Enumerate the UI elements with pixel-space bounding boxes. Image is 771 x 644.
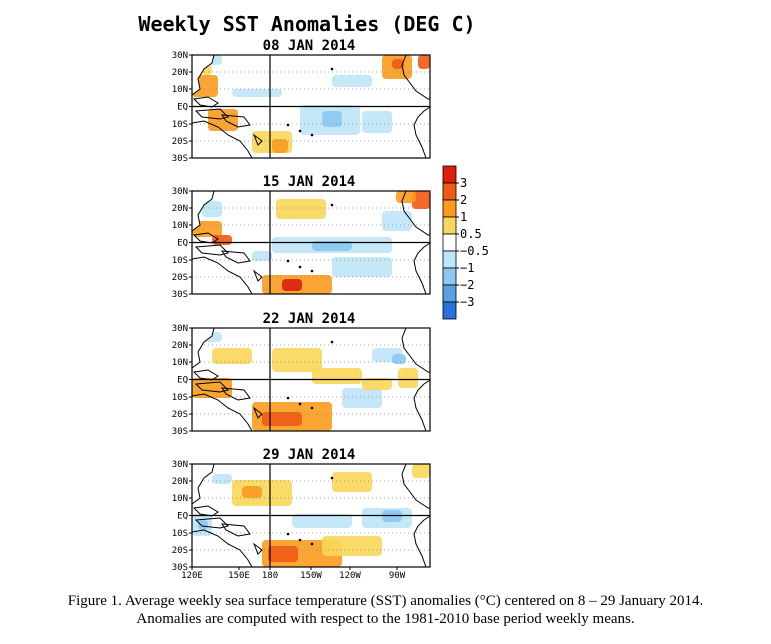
anomaly-patch xyxy=(282,279,302,291)
anomaly-patch xyxy=(322,111,342,127)
colorbar-bin xyxy=(442,233,457,252)
colorbar-bin xyxy=(442,284,457,303)
colorbar-legend: 3 2 1 0.5 −0.5 −1 −2 −3 xyxy=(442,165,489,320)
anomaly-patch xyxy=(292,514,352,528)
lat-label: 10N xyxy=(172,85,188,95)
anomaly-patch xyxy=(332,257,392,277)
lat-label: 10S xyxy=(172,120,188,130)
anomaly-patch xyxy=(252,251,272,261)
lat-label: EQ xyxy=(177,239,188,249)
lat-label: EQ xyxy=(177,103,188,113)
lat-label: 10N xyxy=(172,221,188,231)
lon-label: 180 xyxy=(262,571,278,581)
panel-date-title: 29 JAN 2014 xyxy=(263,447,356,463)
anomaly-patch xyxy=(212,348,252,364)
colorbar-bin xyxy=(442,199,457,218)
colorbar-label: −1 xyxy=(460,261,474,275)
lat-label: EQ xyxy=(177,376,188,386)
colorbar-bin xyxy=(442,165,457,184)
anomaly-patch xyxy=(232,89,282,97)
lat-label: 30S xyxy=(172,427,188,437)
lat-label: 10N xyxy=(172,494,188,504)
panel-date-title: 15 JAN 2014 xyxy=(263,174,356,190)
anomaly-patch xyxy=(272,348,322,372)
anomaly-field xyxy=(192,191,430,294)
lat-label: 20N xyxy=(172,341,188,351)
colorbar-bin xyxy=(442,182,457,201)
figure-caption-line2: Anomalies are computed with respect to t… xyxy=(136,611,635,627)
colorbar-label: 2 xyxy=(460,193,467,207)
lat-label: 30N xyxy=(172,460,188,470)
figure-caption-line1: Figure 1. Average weekly sea surface tem… xyxy=(67,593,704,609)
lat-label: 30N xyxy=(172,187,188,197)
anomaly-patch xyxy=(202,201,222,217)
anomaly-patch xyxy=(398,368,418,388)
lat-label: 20N xyxy=(172,477,188,487)
colorbar-label: −3 xyxy=(460,295,474,309)
colorbar-bin xyxy=(442,301,457,320)
lon-label: 120W xyxy=(339,571,361,581)
lat-label: 30S xyxy=(172,154,188,164)
anomaly-patch xyxy=(412,464,430,478)
lat-label: 10S xyxy=(172,256,188,266)
lat-label: 30N xyxy=(172,51,188,61)
anomaly-patch xyxy=(362,378,392,390)
colorbar-label: 3 xyxy=(460,176,467,190)
anomaly-patch xyxy=(362,111,392,133)
anomaly-patch xyxy=(212,474,232,484)
anomaly-patch xyxy=(212,235,232,245)
anomaly-patch xyxy=(242,486,262,498)
colorbar-label: −2 xyxy=(460,278,474,292)
anomaly-patch xyxy=(272,139,288,153)
anomaly-patch xyxy=(262,412,302,426)
lat-label: 10S xyxy=(172,393,188,403)
anomaly-patch xyxy=(332,75,372,87)
colorbar-label: 0.5 xyxy=(460,227,482,241)
anomaly-patch xyxy=(392,354,406,364)
lat-label: 30S xyxy=(172,290,188,300)
anomaly-patch xyxy=(322,536,382,556)
lat-label: 10S xyxy=(172,529,188,539)
anomaly-patch xyxy=(312,368,362,384)
lat-label: 20S xyxy=(172,546,188,556)
lat-label: 20N xyxy=(172,204,188,214)
anomaly-patch xyxy=(412,191,430,209)
lon-label: 120E xyxy=(181,571,203,581)
anomaly-patch xyxy=(268,546,298,562)
map-panel-1: 08 JAN 2014 30N 20N 10N EQ 10S 20S 30S xyxy=(172,38,431,164)
lat-label: 30S xyxy=(172,563,188,573)
anomaly-patch xyxy=(332,472,372,492)
anomaly-patch xyxy=(418,55,430,69)
anomaly-patch xyxy=(382,211,412,231)
anomaly-patch xyxy=(198,520,208,530)
anomaly-patch xyxy=(276,199,326,219)
map-panel-2: 15 JAN 2014 30N 20N 10N EQ 10S 20S 30S xyxy=(172,174,431,300)
lon-label: 150W xyxy=(300,571,322,581)
lat-label: 20S xyxy=(172,137,188,147)
anomaly-patch xyxy=(342,388,382,408)
panel-date-title: 08 JAN 2014 xyxy=(263,38,356,54)
lat-label: 30N xyxy=(172,324,188,334)
lon-label: 90W xyxy=(389,571,406,581)
panel-date-title: 22 JAN 2014 xyxy=(263,311,356,327)
lat-label: 20S xyxy=(172,273,188,283)
colorbar-label: −0.5 xyxy=(460,244,489,258)
anomaly-patch xyxy=(392,59,404,69)
colorbar-bin xyxy=(442,216,457,235)
colorbar-bin xyxy=(442,267,457,286)
lon-label: 150E xyxy=(228,571,250,581)
map-panel-3: 22 JAN 2014 30N 20N 10N EQ 10S 20S 30S xyxy=(172,311,431,437)
lat-label: 20N xyxy=(172,68,188,78)
lat-label: EQ xyxy=(177,512,188,522)
colorbar-label: 1 xyxy=(460,210,467,224)
anomaly-patch xyxy=(312,241,352,251)
lat-label: 20S xyxy=(172,410,188,420)
main-title: Weekly SST Anomalies (DEG C) xyxy=(138,12,475,36)
lat-label: 10N xyxy=(172,358,188,368)
colorbar-bin xyxy=(442,250,457,269)
anomaly-patch xyxy=(396,191,416,203)
